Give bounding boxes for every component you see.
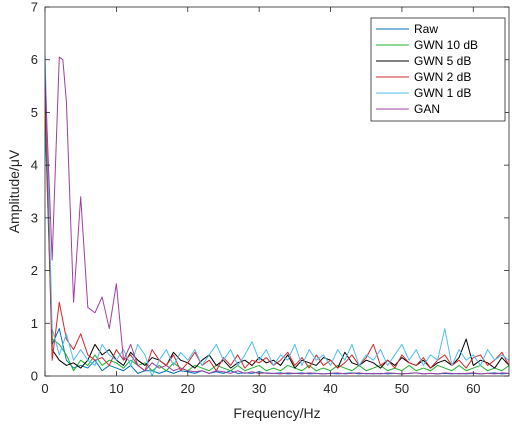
x-tick-label-5: 50 (395, 381, 409, 396)
series-line-1 (45, 101, 509, 372)
legend: Raw GWN 10 dB GWN 5 dB GWN 2 dB GWN 1 dB GAN (370, 17, 506, 122)
plot-area-frame (44, 6, 510, 377)
legend-label-4: GWN 1 dB (414, 86, 471, 100)
legend-label-0: Raw (414, 22, 438, 36)
legend-label-3: GWN 2 dB (414, 70, 471, 84)
x-tick-label-6: 60 (466, 381, 480, 396)
legend-label-2: GWN 5 dB (414, 54, 471, 68)
series-line-3 (45, 86, 509, 372)
y-tick-label-4: 4 (31, 158, 38, 173)
legend-box (370, 17, 506, 122)
x-tick-label-4: 40 (323, 381, 337, 396)
y-tick-label-5: 5 (31, 105, 38, 120)
axes-layer: 0 10 20 30 40 50 60 0 1 2 3 4 5 6 7 (31, 0, 510, 396)
y-tick-label-3: 3 (31, 210, 38, 225)
x-tick-label-0: 0 (41, 381, 48, 396)
y-tick-label-6: 6 (31, 52, 38, 67)
series-line-5 (45, 56, 509, 375)
series-layer (45, 54, 509, 376)
y-tick-label-0: 0 (31, 369, 38, 384)
y-tick-label-2: 2 (31, 263, 38, 278)
legend-label-1: GWN 10 dB (414, 38, 478, 52)
x-tick-label-1: 10 (109, 381, 123, 396)
y-axis-label: Amplitude/μV (6, 149, 22, 233)
x-tick-label-3: 30 (252, 381, 266, 396)
y-tick-label-7: 7 (31, 0, 38, 15)
x-tick-label-2: 20 (181, 381, 195, 396)
y-tick-label-1: 1 (31, 316, 38, 331)
legend-label-5: GAN (414, 102, 440, 116)
x-axis-label: Frequency/Hz (233, 405, 320, 421)
